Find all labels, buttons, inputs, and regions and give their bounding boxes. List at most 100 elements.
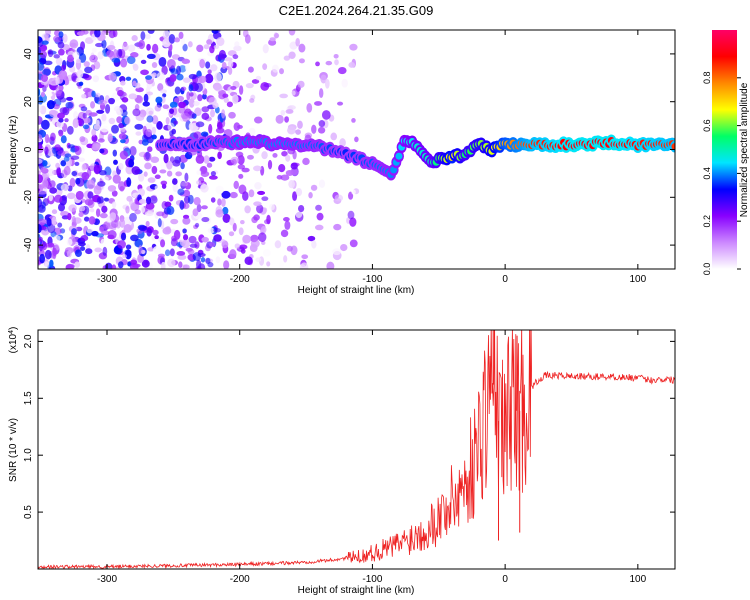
heatmap-cell xyxy=(234,41,240,48)
heatmap-cell xyxy=(141,139,149,146)
y-tick-label: -40 xyxy=(23,237,34,252)
heatmap-cell xyxy=(69,39,79,49)
heatmap-cell xyxy=(260,226,267,234)
heatmap-cell xyxy=(224,57,233,62)
heatmap-cell xyxy=(94,247,103,253)
heatmap-cell xyxy=(86,179,96,190)
heatmap-cell xyxy=(330,132,338,141)
heatmap-cell xyxy=(285,154,291,162)
colorbar-tick-label: 0.0 xyxy=(702,263,712,276)
heatmap-cell xyxy=(128,159,135,168)
heatmap-cell xyxy=(134,209,141,215)
heatmap-cell xyxy=(78,205,86,212)
heatmap-cell xyxy=(140,69,149,76)
heatmap-cell xyxy=(60,210,70,217)
heatmap-cell xyxy=(124,216,130,225)
heatmap-cell xyxy=(141,259,150,268)
heatmap-cell xyxy=(285,109,294,114)
heatmap-cell xyxy=(92,75,100,83)
heatmap-cell xyxy=(88,216,96,225)
heatmap-cell xyxy=(55,57,63,66)
heatmap-cell xyxy=(185,247,193,252)
heatmap-cell xyxy=(253,165,262,172)
heatmap-cell xyxy=(166,205,175,215)
heatmap-cell xyxy=(238,173,244,179)
heatmap-cell xyxy=(320,74,327,84)
heatmap-cell xyxy=(46,217,52,227)
heatmap-cell xyxy=(214,84,223,92)
heatmap-cell xyxy=(147,177,156,183)
heatmap-cell xyxy=(45,92,53,98)
heatmap-cell xyxy=(298,204,305,213)
heatmap-cell xyxy=(170,218,179,225)
heatmap-cell xyxy=(120,139,126,144)
heatmap-cell xyxy=(230,85,237,90)
heatmap-cell xyxy=(118,49,123,57)
heatmap-cell xyxy=(310,184,318,191)
heatmap-cell xyxy=(101,205,108,214)
heatmap-cell xyxy=(196,44,204,53)
heatmap-cell xyxy=(91,90,96,98)
heatmap-cell xyxy=(160,261,166,269)
heatmap-cell xyxy=(283,217,290,222)
heatmap-cell xyxy=(199,58,206,69)
heatmap-cell xyxy=(254,182,262,190)
heatmap-cell xyxy=(200,131,209,137)
heatmap-cell xyxy=(222,206,229,215)
heatmap-cell xyxy=(337,66,347,75)
heatmap-cell xyxy=(93,185,102,195)
heatmap-cell xyxy=(66,96,74,101)
y-tick-label: 40 xyxy=(23,48,34,60)
y-tick-label: 2.0 xyxy=(23,334,34,348)
heatmap-cell xyxy=(154,185,161,191)
heatmap-cell xyxy=(91,128,97,137)
heatmap-cell xyxy=(115,220,121,229)
heatmap-cell xyxy=(229,217,235,226)
heatmap-cell xyxy=(125,205,130,214)
heatmap-cell xyxy=(169,248,175,257)
heatmap-cell xyxy=(40,74,49,82)
colorbar-tick-label: 0.8 xyxy=(702,72,712,85)
heatmap-cell xyxy=(57,112,65,119)
heatmap-cell xyxy=(98,170,107,176)
ridge-cell xyxy=(395,152,403,160)
snr-axis-ticks: -300 -200 -100 0 100 0.5 1.0 1.5 2.0 xyxy=(23,330,675,585)
x-tick-label: -200 xyxy=(230,274,250,285)
heatmap-cell xyxy=(334,194,344,202)
heatmap-cell xyxy=(261,196,269,202)
colorbar-tick-label: 0.4 xyxy=(702,167,712,180)
heatmap-cell xyxy=(55,162,60,169)
heatmap-cell xyxy=(60,135,67,144)
heatmap-cell xyxy=(144,34,151,40)
heatmap-cell xyxy=(74,145,82,156)
heatmap-cell xyxy=(134,123,144,130)
heatmap-cell xyxy=(192,208,199,217)
heatmap-cell xyxy=(248,66,254,73)
heatmap-cell xyxy=(94,92,101,98)
spectrogram-x-label: Height of straight line (km) xyxy=(298,285,415,296)
heatmap-cell xyxy=(314,224,324,231)
heatmap-cell xyxy=(106,45,116,51)
heatmap-marks xyxy=(38,30,675,269)
heatmap-cell xyxy=(143,151,152,162)
heatmap-cell xyxy=(311,240,317,249)
heatmap-cell xyxy=(207,69,212,75)
heatmap-cell xyxy=(178,106,186,114)
heatmap-cell xyxy=(99,212,108,219)
heatmap-cell xyxy=(64,118,69,123)
heatmap-cell xyxy=(40,166,47,173)
heatmap-cell xyxy=(138,225,148,232)
heatmap-cell xyxy=(74,261,81,268)
heatmap-cell xyxy=(248,189,255,198)
heatmap-cell xyxy=(174,86,181,95)
heatmap-cell xyxy=(84,66,93,74)
heatmap-cell xyxy=(289,41,298,50)
heatmap-cell xyxy=(181,36,186,46)
heatmap-cell xyxy=(111,201,117,209)
heatmap-cell xyxy=(244,34,251,44)
heatmap-cell xyxy=(215,256,221,264)
heatmap-cell xyxy=(168,33,176,44)
heatmap-cell xyxy=(152,229,159,236)
snr-line-marks xyxy=(38,330,675,569)
